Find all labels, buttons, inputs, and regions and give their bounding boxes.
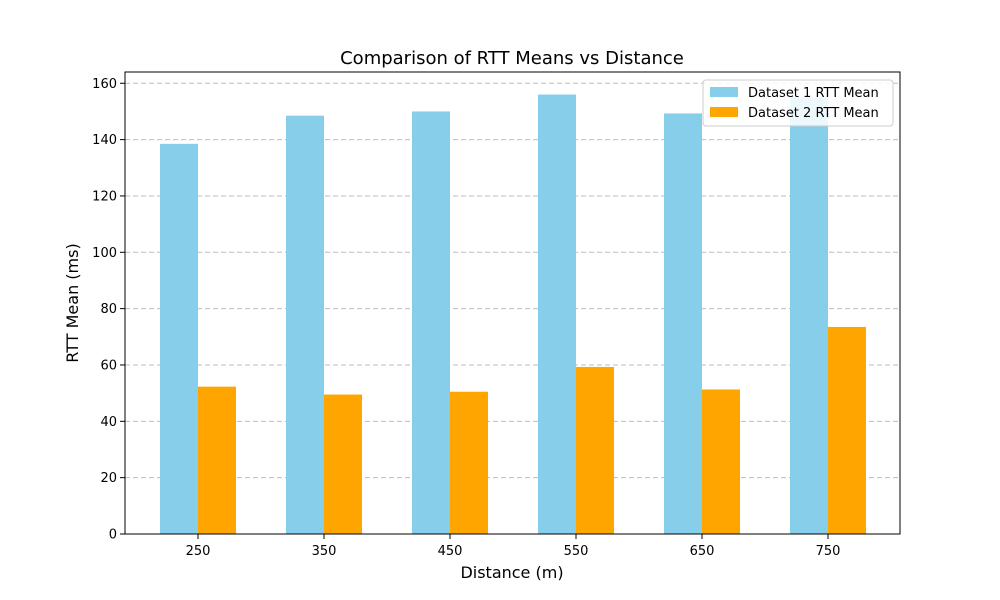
y-tick-label: 60	[100, 358, 117, 373]
x-tick-label: 550	[564, 544, 589, 559]
legend: Dataset 1 RTT Mean Dataset 2 RTT Mean	[702, 79, 894, 127]
y-tick-label: 100	[92, 246, 117, 261]
bar-dataset-1	[160, 143, 198, 534]
x-tick-label: 250	[186, 544, 211, 559]
bar-dataset-2	[576, 366, 614, 534]
x-axis-ticks: 250 350 450 550 650 750	[186, 534, 841, 559]
bar-dataset-2	[198, 386, 236, 534]
bar-dataset-1	[286, 115, 324, 534]
y-tick-label: 140	[92, 133, 117, 148]
x-tick-label: 450	[438, 544, 463, 559]
legend-box	[702, 79, 894, 127]
bar-dataset-1	[412, 111, 450, 534]
bar-dataset-2	[828, 326, 866, 534]
bar-dataset-1	[538, 94, 576, 534]
bars	[160, 94, 866, 534]
y-tick-label: 80	[100, 302, 117, 317]
y-tick-label: 40	[100, 415, 117, 430]
y-axis-label: RTT Mean (ms)	[63, 243, 82, 362]
y-tick-label: 20	[100, 471, 117, 486]
legend-swatch	[710, 87, 738, 97]
y-tick-label: 160	[92, 77, 117, 92]
y-tick-label: 120	[92, 189, 117, 204]
y-axis-ticks: 0 20 40 60 80 100 120 140 160	[92, 77, 125, 543]
x-tick-label: 650	[690, 544, 715, 559]
plot-frame	[124, 71, 901, 535]
x-axis-label: Distance (m)	[460, 563, 563, 582]
y-tick-label: 0	[109, 528, 117, 543]
gridlines	[125, 82, 900, 535]
bar-dataset-1	[664, 113, 702, 534]
bar-dataset-2	[324, 394, 362, 534]
legend-label: Dataset 2 RTT Mean	[748, 106, 879, 121]
legend-label: Dataset 1 RTT Mean	[748, 86, 879, 101]
bar-dataset-2	[702, 389, 740, 534]
bar-dataset-1	[790, 97, 828, 534]
legend-swatch	[710, 107, 738, 117]
chart-title: Comparison of RTT Means vs Distance	[340, 48, 684, 69]
x-tick-label: 350	[312, 544, 337, 559]
bar-dataset-2	[450, 391, 488, 534]
x-tick-label: 750	[816, 544, 841, 559]
